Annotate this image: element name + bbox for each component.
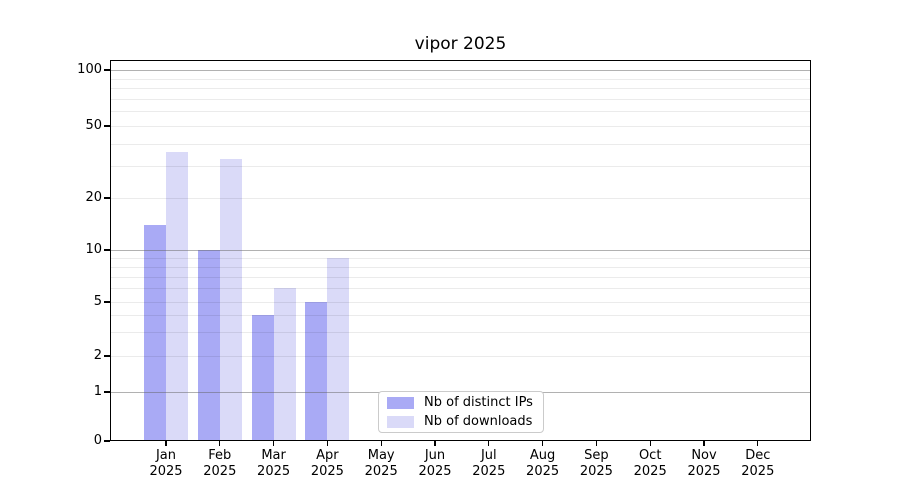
x-tick-label: Aug 2025 [526, 448, 560, 479]
x-tick-mark [541, 441, 544, 446]
legend-row: Nb of downloads [387, 413, 543, 430]
x-tick-label: Apr 2025 [310, 448, 344, 479]
x-tick-label: Sep 2025 [579, 448, 613, 479]
x-tick-mark [380, 441, 382, 446]
x-tick-mark [434, 441, 436, 446]
x-tick-label: May 2025 [364, 448, 398, 479]
bar-distinct-ips [144, 224, 166, 441]
y-tick-label: 5 [93, 294, 102, 309]
y-tick-label: 1 [93, 384, 102, 399]
y-tick-mark [104, 197, 110, 199]
x-tick-label: Oct 2025 [633, 448, 667, 479]
gridline-minor [111, 198, 810, 199]
bar-distinct-ips [305, 302, 328, 441]
gridline-minor [111, 166, 810, 168]
x-tick-mark [488, 441, 490, 446]
x-tick-mark [649, 441, 651, 446]
gridline-minor [111, 126, 810, 127]
x-tick-mark [165, 441, 167, 446]
x-tick-mark [703, 441, 705, 446]
y-tick-label: 10 [85, 242, 102, 257]
y-tick-label: 0 [93, 433, 102, 448]
y-tick-mark [104, 249, 110, 251]
gridline-minor [111, 98, 810, 100]
y-tick-label: 20 [85, 190, 102, 205]
x-tick-label: Jan 2025 [149, 448, 183, 479]
legend-label: Nb of distinct IPs [424, 395, 533, 410]
legend-swatch-icon [387, 396, 414, 409]
x-tick-mark [272, 441, 275, 446]
gridline-minor [111, 88, 810, 90]
gridline-major [111, 70, 810, 71]
y-tick-mark [104, 440, 110, 442]
x-tick-mark [326, 441, 329, 446]
y-tick-mark [104, 125, 110, 127]
y-tick-label: 100 [77, 62, 102, 77]
bar-downloads [327, 257, 350, 441]
x-tick-label: Dec 2025 [741, 448, 775, 479]
bar-distinct-ips [197, 250, 220, 441]
x-tick-mark [219, 441, 221, 446]
y-tick-label: 2 [93, 348, 102, 363]
gridline-minor [111, 111, 810, 113]
gridline-minor [111, 143, 810, 145]
gridline-minor [111, 78, 810, 80]
x-tick-label: Jun 2025 [418, 448, 452, 479]
x-tick-label: Jul 2025 [472, 448, 506, 479]
bar-distinct-ips [251, 315, 274, 441]
chart-title: vipor 2025 [414, 34, 507, 54]
bar-downloads [166, 151, 188, 441]
y-tick-mark [104, 391, 110, 393]
y-tick-label: 50 [85, 118, 102, 133]
bar-downloads [273, 288, 296, 441]
x-tick-mark [595, 441, 598, 446]
legend: Nb of distinct IPs Nb of downloads [378, 391, 544, 433]
x-tick-label: Mar 2025 [257, 448, 291, 479]
bar-downloads [219, 158, 242, 441]
legend-swatch-icon [387, 415, 414, 428]
y-tick-mark [104, 355, 110, 357]
legend-row: Nb of distinct IPs [387, 394, 543, 411]
x-tick-mark [757, 441, 759, 446]
x-tick-label: Feb 2025 [203, 448, 237, 479]
y-tick-mark [104, 301, 110, 303]
y-tick-mark [104, 69, 110, 71]
legend-label: Nb of downloads [424, 414, 533, 429]
x-tick-label: Nov 2025 [687, 448, 721, 479]
